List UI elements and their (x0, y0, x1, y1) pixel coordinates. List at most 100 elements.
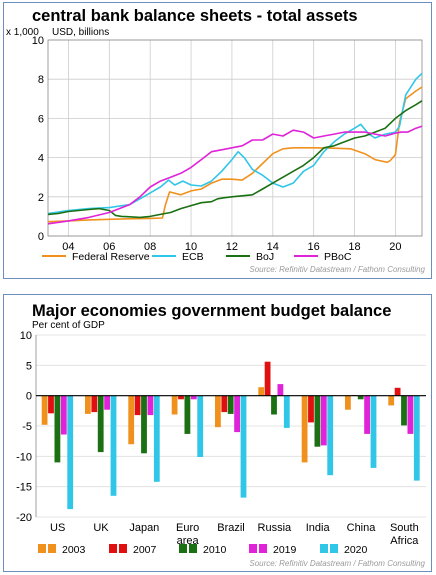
bar-2007 (264, 361, 271, 396)
legend-label: ECB (182, 251, 204, 263)
x-tick-label: 16 (308, 241, 320, 253)
legend-swatch (330, 544, 338, 553)
category-label: Russia (258, 522, 293, 534)
legend-label: PBoC (324, 251, 352, 263)
y-tick-label: 0 (26, 391, 32, 403)
legend-label: BoJ (256, 251, 274, 263)
bar-2003 (171, 395, 178, 415)
y-tick-label: 10 (32, 35, 44, 47)
legend-swatch (320, 544, 328, 553)
legend-label: 2019 (273, 544, 297, 556)
chart-title: central bank balance sheets - total asse… (32, 7, 358, 25)
bar-2019 (190, 395, 197, 400)
series-line-pboc (47, 125, 423, 225)
x-tick-label: 10 (185, 241, 197, 253)
x-tick-label: 14 (267, 241, 279, 253)
bar-2003 (41, 395, 48, 425)
x-tick-label: 08 (144, 241, 156, 253)
bar-2010 (401, 395, 407, 426)
bar-2010 (357, 395, 364, 400)
legend-label: Federal Reserve (72, 251, 150, 263)
legend-swatch (249, 544, 257, 553)
bar-2019 (407, 395, 414, 434)
bar-2007 (178, 395, 184, 400)
bar-2010 (314, 395, 321, 447)
bar-2003 (215, 395, 221, 428)
legend-label: 2010 (203, 544, 227, 556)
bar-2003 (128, 395, 135, 445)
category-label: Japan (129, 522, 159, 534)
bar-2003 (85, 395, 91, 414)
x-tick-label: 18 (348, 241, 360, 253)
bar-2010 (141, 395, 147, 454)
y-tick-label: 0 (38, 231, 44, 243)
bar-2007 (91, 395, 98, 413)
bar-2007 (134, 395, 141, 416)
bar-2003 (388, 395, 395, 406)
y-axis-label: USD, billions (52, 27, 110, 38)
bar-2019 (60, 395, 67, 435)
source-note: Source: Refinitiv Datastream / Fathom Co… (249, 559, 425, 568)
legend-label: 2020 (344, 544, 368, 556)
category-label: Euro (176, 522, 199, 534)
bar-2020 (413, 395, 420, 481)
category-label: China (347, 522, 377, 534)
legend-swatch (38, 544, 46, 553)
legend-swatch (119, 544, 127, 553)
legend-swatch (48, 544, 56, 553)
bar-2020 (197, 395, 204, 457)
bar-2007 (221, 395, 228, 413)
y-tick-label: 2 (38, 192, 44, 204)
bar-2020 (240, 395, 247, 498)
y-multiplier-label: x 1,000 (6, 27, 39, 38)
bar-2010 (97, 395, 104, 453)
y-tick-label: 8 (38, 74, 44, 86)
category-label: Africa (390, 535, 419, 547)
bar-2010 (227, 395, 234, 414)
y-tick-label: 10 (20, 330, 32, 342)
bar-2020 (327, 395, 334, 476)
bar-2020 (283, 395, 290, 428)
bar-2020 (153, 395, 160, 482)
bar-2007 (48, 395, 54, 414)
y-tick-label: -15 (16, 482, 32, 494)
source-note: Source: Refinitiv Datastream / Fathom Co… (249, 265, 425, 274)
bar-2020 (110, 395, 117, 496)
legend-swatch (189, 544, 197, 553)
legend-label: 2003 (62, 544, 86, 556)
bar-2020 (67, 395, 74, 510)
bar-2019 (320, 395, 327, 446)
category-label: India (306, 522, 331, 534)
y-tick-label: -10 (16, 451, 32, 463)
bar-2019 (364, 395, 370, 434)
bar-2010 (54, 395, 61, 463)
series-line-boj (47, 100, 423, 219)
y-tick-label: 5 (26, 360, 32, 372)
x-tick-label: 04 (62, 241, 74, 253)
category-label: UK (93, 522, 109, 534)
y-tick-label: 4 (38, 153, 44, 165)
x-tick-label: 12 (226, 241, 238, 253)
series-line-federal-reserve (47, 86, 423, 223)
series-line-ecb (47, 72, 423, 215)
legend-swatch (109, 544, 117, 553)
y-tick-label: 6 (38, 113, 44, 125)
bar-2007 (308, 395, 314, 423)
bar-2003 (345, 395, 351, 410)
bar-2019 (104, 395, 110, 410)
x-tick-label: 06 (103, 241, 115, 253)
bar-2019 (147, 395, 154, 416)
x-tick-label: 20 (389, 241, 401, 253)
bar-2019 (277, 384, 284, 396)
category-label: Brazil (217, 522, 245, 534)
category-label: South (390, 522, 419, 534)
legend-swatch (259, 544, 267, 553)
legend-label: 2007 (133, 544, 157, 556)
bar-2020 (370, 395, 377, 468)
balance-sheets-panel: central bank balance sheets - total asse… (3, 2, 432, 279)
legend-swatch (179, 544, 187, 553)
bar-2010 (271, 395, 277, 415)
y-tick-label: -5 (22, 421, 32, 433)
plot-area-border (47, 39, 423, 237)
